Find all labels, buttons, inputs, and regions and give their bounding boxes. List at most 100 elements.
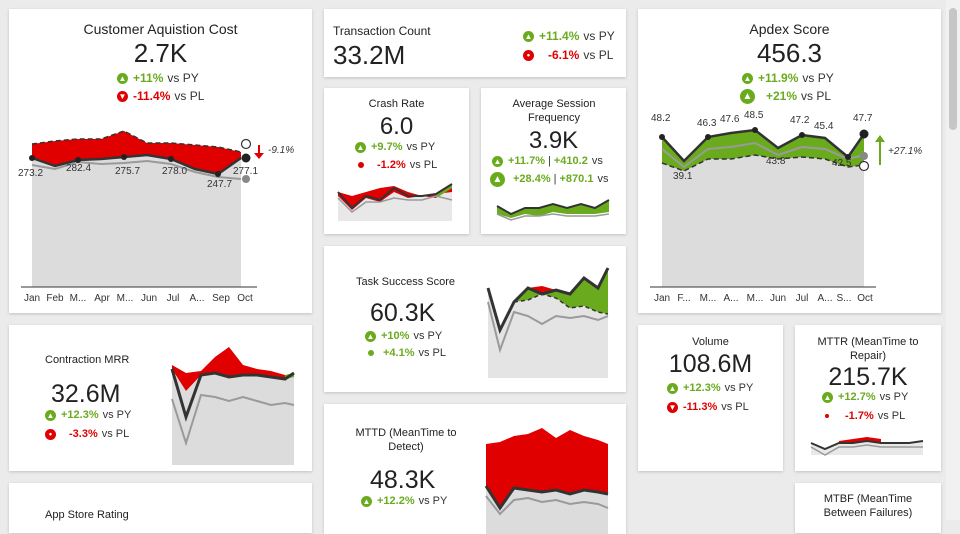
crash-card[interactable]: Crash Rate 6.0 ▲ +9.7% vs PY -1.2% vs PL	[324, 88, 469, 234]
txn-card[interactable]: Transaction Count 33.2M ▲ +11.4% vs PY •…	[324, 9, 626, 77]
volume-value: 108.6M	[668, 350, 753, 378]
mttr-title: MTTR (MeanTime to Repair)	[817, 336, 919, 362]
task-pl-label: vs PL	[418, 347, 447, 359]
apdex-point	[752, 127, 758, 133]
apdex-end-pct: +27.1%	[888, 146, 922, 157]
mttr-pl-label: vs PL	[877, 410, 906, 422]
task-chart	[486, 267, 610, 378]
apdex-data-label: 47.7	[853, 113, 873, 124]
dot-icon	[368, 350, 374, 356]
arrow-up-icon	[875, 135, 885, 142]
arrow-up-icon: ▲	[667, 382, 678, 394]
mttd-value: 48.3K	[370, 466, 436, 494]
task-plan-line	[513, 293, 609, 315]
apdex-point	[659, 134, 665, 140]
apdex-data-label: 48.2	[651, 113, 671, 124]
cac-card[interactable]: Customer Aquistion Cost 2.7K ▲ +11% vs P…	[9, 9, 312, 313]
scrollbar-thumb[interactable]	[949, 8, 957, 130]
mttd-card[interactable]: MTTD (MeanTime to Detect) 48.3K ▲ +12.2%…	[324, 404, 626, 534]
arrow-up-icon: ▲	[740, 88, 755, 104]
task-py-row: ▲ +10% vs PY	[365, 328, 442, 344]
mtbf-card[interactable]: MTBF (MeanTime Between Failures)	[795, 483, 941, 533]
vertical-scrollbar[interactable]	[946, 0, 960, 520]
session-pl-row: ▲ +28.4% | +870.1 vs	[490, 171, 608, 187]
volume-title: Volume	[692, 336, 729, 348]
mttr-pl-row: -1.7% vs PL	[822, 408, 905, 424]
cac-tick: Jan	[24, 293, 40, 304]
arrow-up-icon: ▲	[492, 155, 503, 167]
apdex-title: Apdex Score	[749, 21, 830, 37]
arrow-down-icon: ▼	[117, 90, 128, 102]
apdex-point	[845, 154, 851, 160]
cac-py-line	[31, 159, 242, 180]
arrow-up-icon: ▲	[355, 141, 366, 153]
mttr-py-label: vs PY	[879, 391, 909, 403]
cac-tick: Apr	[94, 293, 110, 304]
mtbf-title: MTBF (MeanTime Between Failures)	[823, 493, 913, 519]
cac-variance-area	[32, 131, 241, 174]
apdex-area	[662, 130, 864, 287]
volume-py-pct: +12.3%	[683, 382, 721, 394]
crash-value: 6.0	[379, 113, 414, 140]
session-pl-pct: +28.4%	[513, 173, 551, 185]
dot-icon	[358, 162, 364, 168]
arrow-down-icon: ▼	[667, 401, 678, 413]
apdex-plan-line	[661, 154, 865, 172]
apdex-good-area	[662, 130, 864, 171]
txn-py-row: ▲ +11.4% vs PY	[523, 28, 615, 44]
mttr-area	[811, 441, 923, 455]
txn-pl-row: • -6.1% vs PL	[523, 47, 613, 63]
crash-pl-label: vs PL	[409, 159, 438, 171]
cac-data-label: 282.4	[66, 163, 91, 174]
arrow-up-icon: ▲	[365, 330, 376, 342]
apdex-tick: S...	[836, 293, 851, 304]
contraction-actual-line	[170, 368, 295, 422]
apdex-tick: A...	[817, 293, 832, 304]
cac-point	[215, 171, 221, 177]
task-pl-pct: +4.1%	[383, 347, 415, 359]
cac-data-label: 278.0	[162, 166, 187, 177]
session-py-abs: +410.2	[553, 155, 588, 167]
apdex-tick: F...	[677, 293, 690, 304]
session-title: Average Session Frequency	[512, 98, 596, 124]
cac-point	[29, 155, 35, 161]
crash-py-line	[337, 195, 453, 213]
minus-icon: •	[523, 49, 534, 61]
volume-pl-row: ▼ -11.3% vs PL	[667, 399, 749, 415]
arrow-up-icon: ▲	[742, 72, 753, 84]
session-chart	[496, 199, 610, 221]
volume-card[interactable]: Volume 108.6M ▲ +12.3% vs PY ▼ -11.3% vs…	[638, 325, 783, 471]
cac-plan-end-point	[240, 138, 252, 150]
cac-tick: Jun	[141, 293, 157, 304]
session-pl-abs: +870.1	[559, 173, 594, 185]
cac-pl-row: ▼ -11.4% vs PL	[117, 88, 204, 104]
appstore-card[interactable]: App Store Rating	[9, 483, 312, 533]
txn-py-pct: +11.4%	[539, 29, 580, 43]
cac-plan-line	[31, 130, 242, 153]
mttr-value: 215.7K	[828, 363, 908, 391]
volume-py-row: ▲ +12.3% vs PY	[667, 380, 753, 396]
apdex-card[interactable]: Apdex Score 456.3 ▲ +11.9% vs PY ▲ +21% …	[638, 9, 941, 313]
cac-pl-pct: -11.4%	[133, 89, 171, 103]
txn-pl-label: vs PL	[583, 48, 614, 62]
task-card[interactable]: Task Success Score 60.3K ▲ +10% vs PY +4…	[324, 246, 626, 392]
apdex-tick: Jun	[770, 293, 786, 304]
contraction-py-line	[171, 393, 295, 447]
cac-py-label: vs PY	[167, 71, 199, 85]
contraction-card[interactable]: Contraction MRR 32.6M ▲ +12.3% vs PY • -…	[9, 325, 312, 471]
cac-tick: Oct	[237, 293, 253, 304]
mttr-card[interactable]: MTTR (MeanTime to Repair) 215.7K ▲ +12.7…	[795, 325, 941, 471]
arrow-up-icon: ▲	[45, 409, 56, 421]
cac-tick: Feb	[46, 293, 64, 304]
cac-point	[75, 157, 81, 163]
crash-py-pct: +9.7%	[371, 141, 403, 153]
apdex-pl-label: vs PL	[801, 89, 832, 103]
arrow-up-icon: ▲	[117, 72, 128, 84]
minus-icon: •	[45, 428, 56, 440]
crash-pl-row: -1.2% vs PL	[355, 157, 437, 173]
apdex-tick: M...	[700, 293, 717, 304]
session-py-line	[496, 213, 610, 221]
arrow-up-icon: ▲	[490, 171, 505, 187]
session-card[interactable]: Average Session Frequency 3.9K ▲ +11.7% …	[481, 88, 626, 234]
session-py-label: vs	[591, 155, 603, 167]
